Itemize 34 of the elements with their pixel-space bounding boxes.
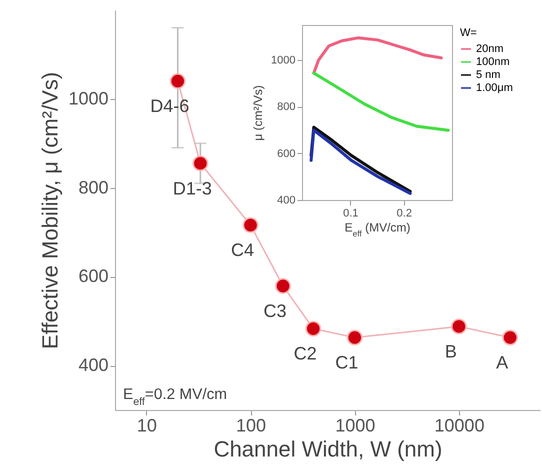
x-tick-label: 100 xyxy=(236,416,266,436)
y-tick-label: 1000 xyxy=(271,54,296,66)
x-axis-title: Channel Width, W (nm) xyxy=(214,436,442,462)
y-tick-label: 1000 xyxy=(68,88,108,108)
x-tick-label: 10 xyxy=(136,416,157,436)
y-tick-label: 600 xyxy=(277,148,296,160)
x-tick-label: 10000 xyxy=(434,416,484,436)
annotation: C4 xyxy=(231,240,254,260)
annotation: D1-3 xyxy=(172,178,212,198)
x-tick-label: 1000 xyxy=(335,416,376,436)
annotation: A xyxy=(496,352,508,373)
annotation: E$_{eff}$=0.2 MV/cm xyxy=(123,386,227,408)
legend-title: W= xyxy=(460,27,477,39)
annotation: D4-6 xyxy=(150,96,190,116)
x-axis-title: E$_{eff}$ (MV/cm) xyxy=(344,220,410,238)
legend-label: 100nm xyxy=(476,56,510,68)
x-tick-label: 0.1 xyxy=(343,208,358,220)
x-tick-label: 0.2 xyxy=(396,208,412,220)
annotation: C3 xyxy=(264,301,287,321)
y-tick-label: 800 xyxy=(78,177,108,198)
y-axis-title: μ (cm²/Vs) xyxy=(251,85,266,141)
y-axis-title: Effective Mobility, μ (cm²/Vs) xyxy=(37,72,62,350)
y-tick-label: 400 xyxy=(277,194,296,206)
legend-label: 1.00μm xyxy=(476,82,513,94)
annotation: B xyxy=(444,341,457,362)
line-series xyxy=(312,72,450,132)
legend-label: 20nm xyxy=(476,43,504,55)
y-tick-label: 600 xyxy=(78,266,108,286)
y-tick-label: 400 xyxy=(78,355,108,376)
y-tick-label: 800 xyxy=(277,101,296,114)
annotation: C2 xyxy=(294,344,317,364)
line-series xyxy=(312,36,443,75)
legend-label: 5 nm xyxy=(476,69,500,81)
annotation: C1 xyxy=(335,352,358,373)
